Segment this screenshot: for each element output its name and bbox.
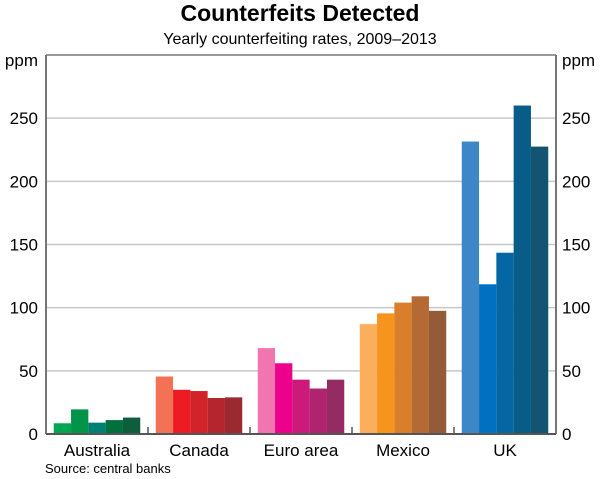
source-note: Source: central banks — [45, 461, 171, 476]
bar-canada-2012 — [207, 397, 225, 434]
y-tick-label-right: 100 — [562, 299, 590, 318]
bar-uk-2009 — [461, 141, 480, 434]
chart-subtitle: Yearly counterfeiting rates, 2009–2013 — [163, 31, 437, 48]
bar-mexico-2012 — [411, 296, 429, 434]
x-tick-label: Canada — [169, 441, 229, 460]
x-tick-label: UK — [493, 441, 517, 460]
chart-title: Counterfeits Detected — [180, 0, 420, 26]
y-tick-label-left: 200 — [10, 172, 38, 191]
y-tick-label-left: 100 — [10, 299, 38, 318]
bar-euro-area-2009 — [257, 348, 276, 434]
bar-australia-2011 — [88, 422, 106, 434]
y-tick-label-right: 200 — [562, 172, 590, 191]
bar-uk-2010 — [479, 284, 497, 434]
x-tick-label: Australia — [64, 441, 131, 460]
bar-uk-2011 — [496, 252, 514, 434]
bar-mexico-2013 — [428, 310, 447, 434]
y-tick-label-right: 0 — [562, 425, 571, 444]
y-tick-label-left: 150 — [10, 236, 38, 255]
bar-mexico-2009 — [359, 324, 378, 434]
bar-australia-2010 — [71, 409, 89, 434]
bar-canada-2009 — [155, 376, 174, 434]
bar-mexico-2010 — [377, 313, 395, 434]
y-tick-label-right: 150 — [562, 236, 590, 255]
bar-euro-area-2013 — [326, 379, 345, 434]
x-tick-label: Mexico — [376, 441, 430, 460]
y-tick-label-right: 50 — [562, 362, 581, 381]
bar-australia-2012 — [105, 420, 123, 434]
bar-uk-2013 — [530, 146, 549, 434]
y-tick-label-left: 250 — [10, 109, 38, 128]
bar-canada-2011 — [190, 391, 208, 434]
y-tick-label-right: 250 — [562, 109, 590, 128]
bar-canada-2010 — [173, 389, 191, 434]
x-tick-label: Euro area — [264, 441, 339, 460]
bar-euro-area-2012 — [309, 388, 327, 434]
bar-uk-2012 — [513, 105, 531, 435]
bar-australia-2013 — [122, 417, 141, 434]
bar-euro-area-2010 — [275, 363, 293, 434]
bar-euro-area-2011 — [292, 379, 310, 434]
y-axis-unit-right: ppm — [562, 51, 595, 70]
bar-canada-2013 — [224, 397, 243, 434]
y-axis-unit-left: ppm — [5, 51, 38, 70]
bar-australia-2009 — [53, 423, 72, 434]
bar-mexico-2011 — [394, 302, 412, 434]
y-tick-label-left: 50 — [19, 362, 38, 381]
y-tick-label-left: 0 — [29, 425, 38, 444]
